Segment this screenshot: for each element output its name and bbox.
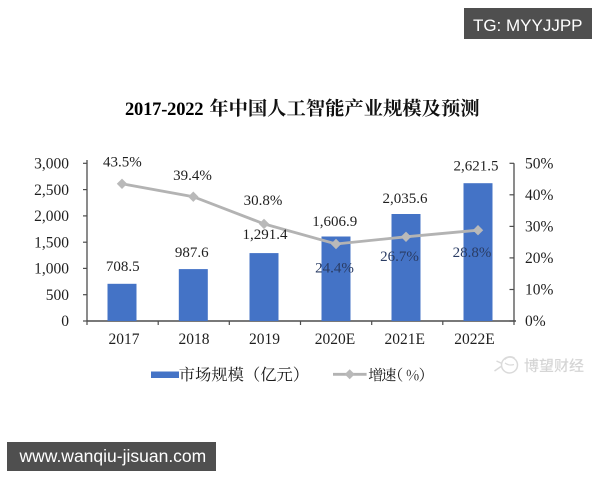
svg-text:2020E: 2020E <box>315 331 355 348</box>
svg-text:2017-2022: 2017-2022 <box>125 100 203 120</box>
svg-text:1,291.4: 1,291.4 <box>243 227 289 243</box>
svg-text:28.8%: 28.8% <box>453 245 492 261</box>
svg-text:24.4%: 24.4% <box>315 261 354 277</box>
svg-text:0: 0 <box>61 313 69 330</box>
svg-text:708.5: 708.5 <box>106 259 140 275</box>
svg-text:987.6: 987.6 <box>175 245 209 261</box>
svg-text:2017: 2017 <box>109 331 140 348</box>
svg-text:30%: 30% <box>525 219 554 236</box>
svg-text:1,000: 1,000 <box>34 261 69 278</box>
svg-text:2021E: 2021E <box>384 331 424 348</box>
svg-text:2,035.6: 2,035.6 <box>383 191 429 207</box>
svg-text:2022E: 2022E <box>454 331 494 348</box>
svg-text:2019: 2019 <box>249 331 280 348</box>
svg-text:43.5%: 43.5% <box>103 154 142 170</box>
svg-text:20%: 20% <box>525 250 554 267</box>
svg-text:30.8%: 30.8% <box>244 193 283 209</box>
svg-text:26.7%: 26.7% <box>380 249 419 265</box>
svg-text:40%: 40% <box>525 187 554 204</box>
svg-text:500: 500 <box>46 287 70 304</box>
svg-text:50%: 50% <box>525 156 554 173</box>
svg-text:1,500: 1,500 <box>34 234 69 251</box>
svg-text:2,621.5: 2,621.5 <box>454 159 499 175</box>
svg-text:39.4%: 39.4% <box>173 168 212 184</box>
svg-text:1,606.9: 1,606.9 <box>312 214 357 230</box>
svg-text:3,000: 3,000 <box>34 156 69 173</box>
svg-text:2,500: 2,500 <box>34 182 69 199</box>
svg-text:0%: 0% <box>525 313 546 330</box>
svg-text:10%: 10% <box>525 282 554 299</box>
svg-text:2018: 2018 <box>179 331 210 348</box>
svg-text:2,000: 2,000 <box>34 208 69 225</box>
